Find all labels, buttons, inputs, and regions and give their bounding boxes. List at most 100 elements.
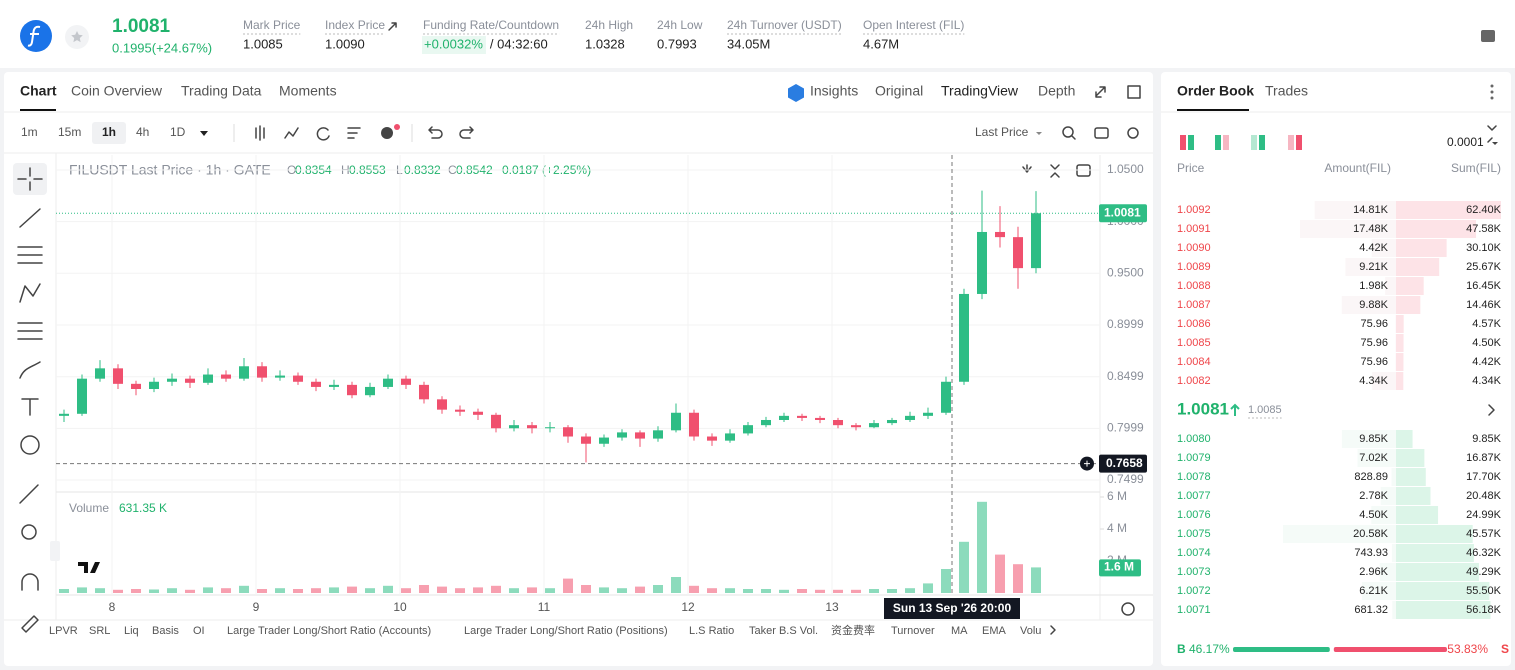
candle-body [311,381,321,387]
price-type[interactable]: Last Price [975,125,1029,139]
indicator-icon[interactable] [284,127,299,139]
amount-depth [1391,468,1396,486]
collapse-handle[interactable] [50,541,60,561]
candle-body [437,399,447,410]
caret[interactable] [200,131,208,136]
candle-body [185,378,195,383]
ob-price: 1.0071 [1177,604,1211,616]
view-tab[interactable]: Insights [810,83,858,99]
line-tool[interactable] [19,208,41,228]
indicator[interactable]: OI [193,625,205,637]
candle-body [671,412,681,431]
indicator[interactable]: EMA [982,625,1007,637]
window-icon[interactable] [1127,85,1141,99]
search-icon[interactable] [1062,126,1074,138]
indicator[interactable]: Large Trader Long/Short Ratio (Accounts) [227,625,431,637]
indicator[interactable]: Basis [152,625,179,637]
sell-ratio: 53.83% [1447,642,1488,656]
view-tab[interactable]: Depth [1038,83,1075,99]
tab[interactable]: Moments [279,83,337,99]
volume-bar [779,589,789,593]
tab[interactable]: Trading Data [181,83,262,99]
channel-tool[interactable] [17,246,43,264]
axis-settings-icon[interactable] [1121,602,1135,616]
sum-depth [1396,506,1439,524]
zoom-tool[interactable] [21,524,37,540]
interval[interactable]: 1h [102,125,116,139]
candle-type-icon[interactable] [255,125,265,141]
indicator[interactable]: Turnover [891,625,935,637]
precision[interactable]: 0.0001 [1447,135,1484,149]
amount-depth [1341,296,1396,314]
more-menu[interactable] [1490,84,1494,100]
undo-icon[interactable] [428,126,443,139]
candle-body [599,437,609,444]
emoji-tool[interactable] [20,435,40,455]
candle-body [257,366,267,378]
indicator[interactable]: Taker B.S Vol. [749,625,818,637]
y-tick-label: 1.0500 [1107,162,1144,176]
stat-label: Mark Price [243,18,301,32]
interval[interactable]: 1D [170,125,186,139]
brush-tool[interactable] [19,361,41,379]
ob-more[interactable] [1488,404,1495,416]
sum-depth [1396,296,1421,314]
indicator[interactable]: LPVR [49,625,78,637]
stat-value: 4.67M [863,36,899,51]
indicator[interactable]: 资金费率 [831,623,875,637]
scroll-icon[interactable] [1022,164,1032,173]
crosshair-tool[interactable] [17,167,43,191]
pencil-tool[interactable] [21,615,39,633]
ob-sum: 30.10K [1466,242,1502,254]
ob-sum: 14.46K [1466,299,1502,311]
replay-icon[interactable] [316,127,330,141]
tab[interactable]: Chart [20,83,57,99]
template-icon[interactable] [347,127,361,139]
collapse-icon[interactable] [1050,164,1060,178]
up-arrow [1230,403,1240,416]
interval[interactable]: 1m [21,125,38,139]
sum-depth [1396,563,1479,581]
camera-icon[interactable] [1094,127,1109,139]
last-price: 1.0081 [112,16,171,37]
indicator[interactable]: MA [951,625,968,637]
text-tool[interactable] [21,398,39,416]
ob-tab[interactable]: Order Book [1177,83,1254,99]
notes-icon[interactable] [1481,30,1495,42]
caret[interactable] [1036,132,1042,135]
more-indicators[interactable] [1050,625,1056,635]
ruler-tool[interactable] [19,484,39,504]
pattern-tool[interactable] [19,283,41,303]
indicator[interactable]: L.S Ratio [689,625,734,637]
volume-bar [797,589,807,593]
magnet-tool[interactable] [21,573,39,591]
ob-price: 1.0090 [1177,242,1211,254]
ob-price: 1.0092 [1177,204,1211,216]
indicator[interactable]: SRL [89,625,110,637]
view-tab[interactable]: Original [875,83,923,99]
view-tab[interactable]: TradingView [941,83,1019,99]
sum-depth [1396,277,1424,295]
interval[interactable]: 15m [58,125,81,139]
indicator[interactable]: Volu [1020,625,1041,637]
settings-icon[interactable] [1127,127,1139,139]
ob-tab[interactable]: Trades [1265,83,1308,99]
volume-bar [581,585,591,593]
sum-depth [1396,353,1404,371]
fib-tool[interactable] [17,322,43,340]
indicator[interactable]: Large Trader Long/Short Ratio (Positions… [464,625,668,637]
add-indicator-icon[interactable] [381,127,393,139]
tool-active[interactable] [13,163,47,195]
caret[interactable] [1492,142,1498,145]
indicator[interactable]: Liq [124,625,139,637]
interval[interactable]: 4h [136,125,149,139]
tab[interactable]: Coin Overview [71,83,163,99]
expand-icon[interactable] [1095,86,1106,98]
ob-sum: 24.99K [1466,509,1502,521]
amount-depth [1380,487,1396,505]
interval-active [92,122,126,144]
candle-body [221,374,231,379]
sync-icon[interactable] [1076,164,1091,177]
redo-icon[interactable] [459,126,474,139]
volume-bar [761,589,771,593]
